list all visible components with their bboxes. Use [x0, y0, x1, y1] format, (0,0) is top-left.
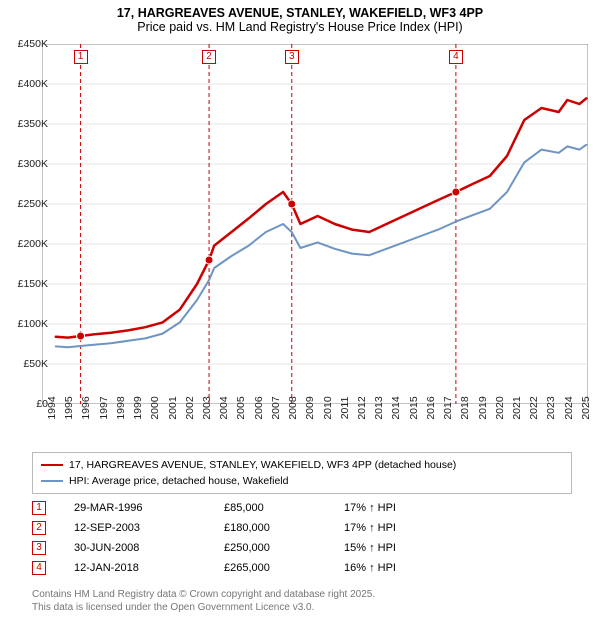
sales-table: 1 29-MAR-1996£85,00017% ↑ HPI 2 12-SEP-2003…: [32, 498, 572, 578]
legend-label: 17, HARGREAVES AVENUE, STANLEY, WAKEFIEL…: [69, 459, 456, 471]
sales-row: 1 29-MAR-1996£85,00017% ↑ HPI: [32, 498, 572, 518]
sales-row: 3 30-JUN-2008£250,00015% ↑ HPI: [32, 538, 572, 558]
x-tick-label: 1996: [80, 396, 92, 419]
x-tick-label: 2021: [511, 396, 523, 419]
legend-item: 17, HARGREAVES AVENUE, STANLEY, WAKEFIEL…: [41, 457, 563, 473]
x-tick-label: 2008: [287, 396, 299, 419]
legend-swatch: [41, 480, 63, 482]
x-tick-label: 1999: [132, 396, 144, 419]
sale-marker-box: 1: [74, 50, 88, 64]
x-tick-label: 2004: [218, 396, 230, 419]
chart-container: 17, HARGREAVES AVENUE, STANLEY, WAKEFIEL…: [0, 0, 600, 620]
x-tick-label: 2020: [494, 396, 506, 419]
x-tick-label: 2018: [459, 396, 471, 419]
y-tick-label: £50K: [6, 358, 48, 370]
sale-marker-box: 3: [285, 50, 299, 64]
footer-attribution: Contains HM Land Registry data © Crown c…: [32, 588, 375, 614]
x-tick-label: 2014: [390, 396, 402, 419]
x-tick-label: 2003: [201, 396, 213, 419]
x-tick-label: 1998: [115, 396, 127, 419]
legend: 17, HARGREAVES AVENUE, STANLEY, WAKEFIEL…: [32, 452, 572, 494]
x-tick-label: 2023: [545, 396, 557, 419]
sales-row-date: 12-JAN-2018: [74, 562, 224, 574]
y-tick-label: £200K: [6, 238, 48, 250]
sales-row-date: 29-MAR-1996: [74, 502, 224, 514]
y-tick-label: £450K: [6, 38, 48, 50]
x-tick-label: 1994: [46, 396, 58, 419]
sales-row-index: 1: [32, 501, 46, 515]
x-tick-label: 2002: [184, 396, 196, 419]
sale-marker-box: 2: [202, 50, 216, 64]
x-tick-label: 2013: [373, 396, 385, 419]
x-tick-label: 1995: [63, 396, 75, 419]
title-block: 17, HARGREAVES AVENUE, STANLEY, WAKEFIEL…: [0, 0, 600, 36]
sales-row-price: £85,000: [224, 502, 344, 514]
x-tick-label: 2009: [304, 396, 316, 419]
sale-marker-box: 4: [449, 50, 463, 64]
y-tick-label: £300K: [6, 158, 48, 170]
x-tick-label: 2015: [408, 396, 420, 419]
footer-line1: Contains HM Land Registry data © Crown c…: [32, 588, 375, 601]
x-tick-label: 2022: [528, 396, 540, 419]
legend-swatch: [41, 464, 63, 466]
y-tick-label: £150K: [6, 278, 48, 290]
sales-row-index: 3: [32, 541, 46, 555]
sales-row-date: 12-SEP-2003: [74, 522, 224, 534]
sales-row-index: 2: [32, 521, 46, 535]
x-tick-label: 2001: [167, 396, 179, 419]
y-tick-label: £250K: [6, 198, 48, 210]
x-tick-label: 2025: [580, 396, 592, 419]
y-tick-label: £100K: [6, 318, 48, 330]
y-tick-label: £0: [6, 398, 48, 410]
sales-row-index: 4: [32, 561, 46, 575]
footer-line2: This data is licensed under the Open Gov…: [32, 601, 375, 614]
sales-row-delta: 17% ↑ HPI: [344, 502, 464, 514]
sales-row-price: £265,000: [224, 562, 344, 574]
x-tick-label: 2011: [339, 397, 351, 420]
title-subtitle: Price paid vs. HM Land Registry's House …: [10, 20, 590, 34]
sales-row-price: £250,000: [224, 542, 344, 554]
x-tick-label: 1997: [98, 396, 110, 419]
sales-row-date: 30-JUN-2008: [74, 542, 224, 554]
chart-area: [42, 44, 588, 404]
legend-item: HPI: Average price, detached house, Wake…: [41, 473, 563, 489]
x-tick-label: 2005: [235, 396, 247, 419]
sales-row-delta: 15% ↑ HPI: [344, 542, 464, 554]
sales-row: 2 12-SEP-2003£180,00017% ↑ HPI: [32, 518, 572, 538]
y-tick-label: £350K: [6, 118, 48, 130]
x-tick-label: 2017: [442, 396, 454, 419]
x-tick-label: 2006: [253, 396, 265, 419]
sales-row-delta: 16% ↑ HPI: [344, 562, 464, 574]
x-tick-label: 2007: [270, 396, 282, 419]
sales-row-delta: 17% ↑ HPI: [344, 522, 464, 534]
x-tick-label: 2000: [149, 396, 161, 419]
y-tick-label: £400K: [6, 78, 48, 90]
sales-row-price: £180,000: [224, 522, 344, 534]
title-address: 17, HARGREAVES AVENUE, STANLEY, WAKEFIEL…: [10, 6, 590, 20]
sales-row: 4 12-JAN-2018£265,00016% ↑ HPI: [32, 558, 572, 578]
x-tick-label: 2010: [322, 396, 334, 419]
line-chart-svg: [42, 44, 588, 404]
x-tick-label: 2024: [563, 396, 575, 419]
x-tick-label: 2016: [425, 396, 437, 419]
x-tick-label: 2012: [356, 396, 368, 419]
x-tick-label: 2019: [477, 396, 489, 419]
legend-label: HPI: Average price, detached house, Wake…: [69, 475, 288, 487]
